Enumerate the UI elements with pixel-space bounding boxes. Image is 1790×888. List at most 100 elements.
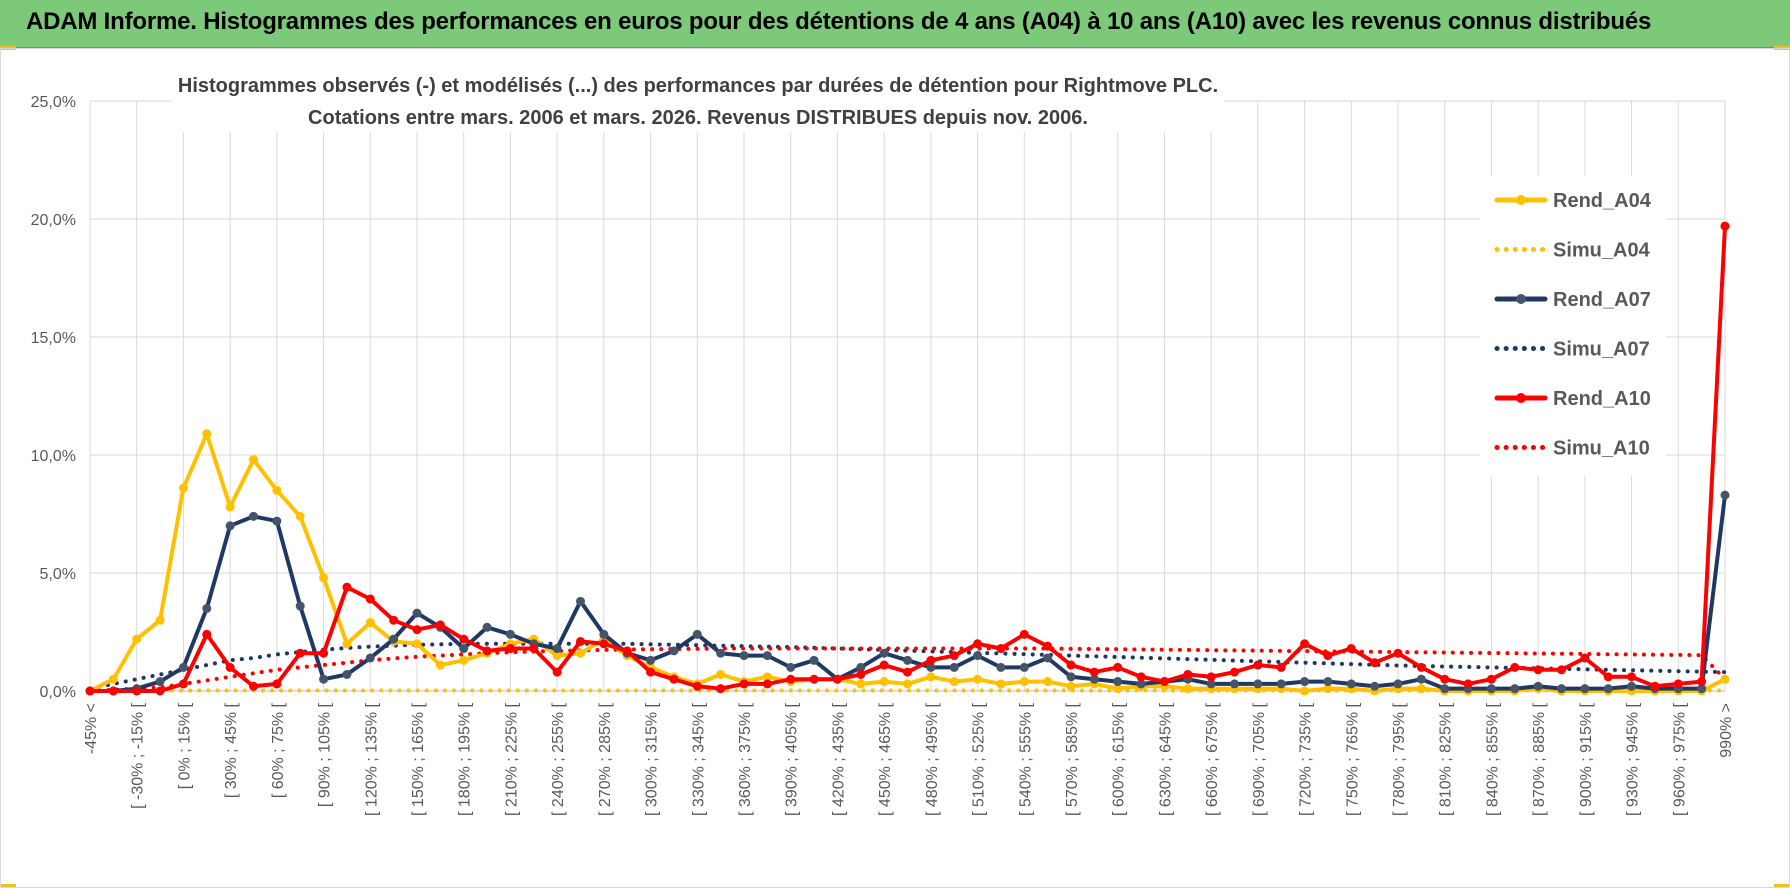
series-line-rend_a10 — [88, 224, 1727, 693]
data-point-rend_a10 — [622, 646, 632, 656]
legend-marker-rend_a10 — [1516, 393, 1526, 403]
data-point-rend_a10 — [1323, 651, 1333, 661]
data-point-rend_a07 — [178, 662, 188, 672]
data-point-rend_a07 — [459, 644, 469, 654]
data-point-rend_a10 — [1393, 648, 1403, 658]
data-point-rend_a04 — [249, 455, 258, 465]
data-point-rend_a10 — [1183, 669, 1193, 679]
data-point-rend_a07 — [1720, 490, 1730, 500]
x-tick-label: [ 780% ; 795% [ — [1391, 702, 1408, 816]
data-point-rend_a10 — [552, 667, 562, 677]
data-point-rend_a10 — [1206, 672, 1216, 682]
data-point-rend_a10 — [389, 615, 399, 625]
x-tick-label: [ 270% ; 285% [ — [597, 702, 614, 816]
chart-title-line-1: Histogrammes observés (-) et modélisés (… — [178, 75, 1218, 97]
data-point-rend_a04 — [1300, 686, 1310, 696]
x-tick-label: [ 750% ; 765% [ — [1344, 702, 1361, 816]
data-point-rend_a10 — [459, 634, 469, 644]
data-point-rend_a10 — [996, 644, 1006, 654]
data-point-rend_a10 — [949, 651, 959, 661]
data-point-rend_a10 — [365, 594, 375, 604]
series-layer — [85, 221, 1730, 696]
data-point-rend_a10 — [926, 655, 936, 665]
y-tick-label: 20,0% — [31, 212, 76, 229]
data-point-rend_a07 — [1043, 653, 1053, 663]
data-point-rend_a10 — [529, 644, 539, 654]
data-point-rend_a07 — [949, 662, 959, 672]
data-point-rend_a10 — [1673, 679, 1683, 689]
data-point-rend_a10 — [1370, 658, 1380, 668]
x-tick-label: [ 570% ; 585% [ — [1064, 702, 1081, 816]
data-point-rend_a07 — [716, 648, 726, 658]
data-point-rend_a10 — [879, 660, 889, 670]
data-point-rend_a04 — [716, 669, 726, 679]
legend-background — [1480, 176, 1666, 476]
data-point-rend_a07 — [1253, 679, 1263, 689]
legend-label-rend_a10: Rend_A10 — [1553, 388, 1651, 410]
data-point-rend_a10 — [669, 674, 679, 684]
data-point-rend_a04 — [459, 655, 469, 665]
data-point-rend_a04 — [202, 429, 212, 439]
data-point-rend_a07 — [809, 655, 819, 665]
data-point-rend_a07 — [1486, 684, 1496, 694]
data-point-rend_a10 — [342, 582, 352, 592]
data-point-rend_a07 — [1440, 684, 1450, 694]
data-point-rend_a07 — [1580, 684, 1590, 694]
data-point-rend_a07 — [155, 677, 165, 687]
data-point-rend_a07 — [1603, 684, 1613, 694]
data-point-rend_a10 — [1440, 674, 1450, 684]
data-point-rend_a07 — [225, 521, 235, 531]
data-point-rend_a10 — [412, 625, 422, 635]
data-point-rend_a04 — [132, 634, 142, 644]
x-tick-label: [ 30% ; 45% [ — [223, 702, 240, 798]
series-line-simu_a07 — [88, 641, 1727, 691]
data-point-rend_a10 — [599, 639, 609, 649]
x-tick-label: [ 450% ; 465% [ — [877, 702, 894, 816]
x-tick-label: [ 600% ; 615% [ — [1111, 702, 1128, 816]
data-point-rend_a04 — [319, 573, 329, 583]
x-tick-label: [ 120% ; 135% [ — [363, 702, 380, 816]
x-tick-label: [ 840% ; 855% [ — [1484, 702, 1501, 816]
data-point-rend_a10 — [1533, 665, 1543, 675]
data-point-rend_a07 — [1300, 677, 1310, 687]
data-point-rend_a10 — [1627, 672, 1637, 682]
data-point-rend_a04 — [342, 639, 352, 649]
data-point-rend_a04 — [225, 502, 235, 512]
data-point-rend_a04 — [973, 674, 983, 684]
data-point-rend_a10 — [832, 674, 842, 684]
data-point-rend_a10 — [1043, 641, 1053, 651]
data-point-rend_a07 — [482, 622, 492, 632]
x-tick-label: 990% > — [1718, 703, 1735, 758]
x-tick-label: [ 90% ; 105% [ — [317, 702, 334, 807]
data-point-rend_a10 — [1276, 662, 1286, 672]
data-point-rend_a07 — [786, 662, 796, 672]
data-point-rend_a04 — [1019, 677, 1029, 687]
x-tick-label: [ 150% ; 165% [ — [410, 702, 427, 816]
data-point-rend_a10 — [1416, 662, 1426, 672]
data-point-rend_a07 — [1370, 681, 1380, 691]
chart-title-box: Histogrammes observés (-) et modélisés (… — [172, 66, 1224, 132]
data-point-rend_a07 — [319, 674, 329, 684]
data-point-rend_a10 — [1510, 662, 1520, 672]
x-tick-label: [ 630% ; 645% [ — [1157, 702, 1174, 816]
data-point-rend_a04 — [1720, 674, 1730, 684]
x-tick-label: [ 690% ; 705% [ — [1251, 702, 1268, 816]
data-point-rend_a07 — [1113, 677, 1123, 687]
x-axis: -45% < [ -30% ; -15% [[ 0% ; 15% [[ 30% ;… — [83, 690, 1735, 816]
data-point-rend_a07 — [1557, 684, 1566, 694]
data-point-rend_a10 — [295, 648, 305, 658]
data-point-rend_a07 — [576, 596, 585, 606]
chart-title-line-2: Cotations entre mars. 2006 et mars. 2026… — [308, 107, 1088, 129]
x-tick-label: [ 240% ; 255% [ — [550, 702, 567, 816]
x-tick-label: [ 720% ; 735% [ — [1298, 702, 1315, 816]
data-point-rend_a10 — [272, 679, 282, 689]
data-point-rend_a07 — [552, 644, 562, 654]
data-point-rend_a04 — [412, 639, 422, 649]
data-point-rend_a10 — [856, 669, 866, 679]
report-title: ADAM Informe. Histogrammes des performan… — [26, 8, 1652, 35]
data-point-rend_a07 — [1416, 674, 1426, 684]
x-tick-label: [ 60% ; 75% [ — [270, 702, 287, 798]
x-tick-label: [ 420% ; 435% [ — [830, 702, 847, 816]
data-point-rend_a07 — [762, 651, 772, 661]
